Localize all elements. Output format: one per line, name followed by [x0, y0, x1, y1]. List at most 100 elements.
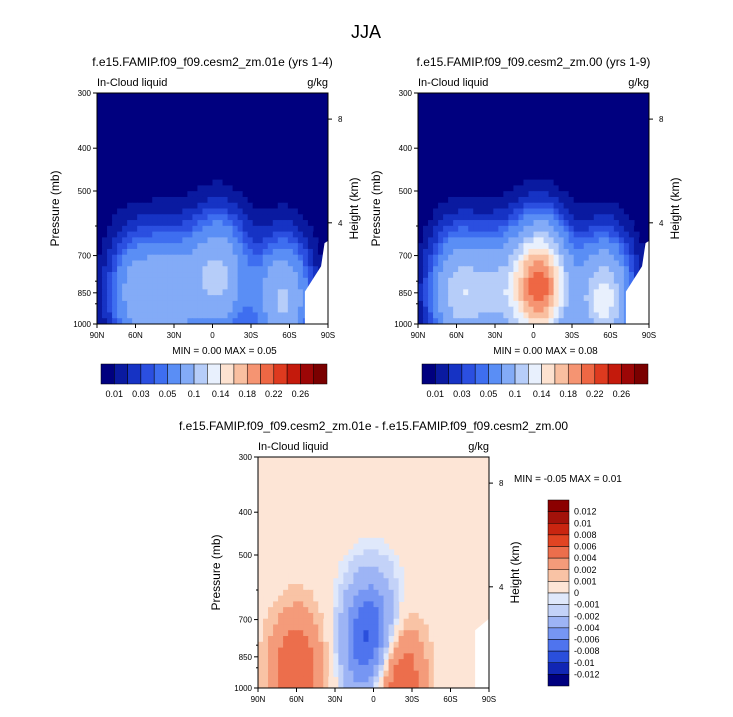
- field-cell: [398, 636, 405, 643]
- field-cell: [187, 312, 194, 319]
- colorbar-box: [461, 363, 476, 385]
- field-cell: [488, 306, 494, 314]
- field-cell: [378, 670, 385, 678]
- field-cell: [628, 266, 635, 273]
- field-cell: [583, 214, 590, 221]
- field-cell: [428, 289, 434, 296]
- field-cell: [263, 653, 269, 660]
- field-cell: [142, 214, 148, 221]
- field-cell: [568, 283, 575, 290]
- field-cell: [478, 225, 484, 233]
- field-cell: [498, 312, 504, 319]
- field-cell: [488, 260, 494, 267]
- colorbar-label: -0.006: [574, 635, 600, 645]
- field-cell: [147, 306, 153, 314]
- field-cell: [298, 647, 304, 654]
- field-cell: [302, 231, 309, 238]
- field-cell: [217, 191, 224, 198]
- field-cell: [202, 260, 209, 267]
- field-cell: [363, 612, 370, 620]
- field-cell: [463, 318, 469, 324]
- field-cell: [247, 283, 254, 290]
- field-cell: [307, 266, 314, 273]
- field-cell: [102, 266, 108, 273]
- field-cell: [453, 237, 459, 244]
- field-cell: [162, 220, 168, 227]
- field-cell: [383, 653, 390, 660]
- field-cell: [102, 289, 108, 296]
- field-cell: [207, 312, 214, 319]
- field-cell: [358, 572, 365, 579]
- field-cell: [563, 208, 570, 215]
- field-cell: [533, 237, 540, 244]
- field-cell: [297, 272, 304, 279]
- field-cell: [107, 318, 113, 324]
- field-cell: [132, 295, 138, 302]
- field-cell: [268, 659, 274, 666]
- field-cell: [468, 225, 474, 233]
- field-cell: [293, 653, 299, 660]
- field-cell: [277, 214, 284, 221]
- field-cell: [433, 630, 440, 637]
- field-cell: [498, 220, 504, 227]
- field-cell: [583, 237, 590, 244]
- field-cell: [603, 237, 610, 244]
- field-cell: [408, 676, 415, 683]
- field-cell: [398, 664, 405, 672]
- field-cell: [267, 312, 274, 319]
- field-cell: [438, 225, 444, 233]
- field-cell: [463, 266, 469, 273]
- field-cell: [202, 196, 209, 204]
- field-cell: [247, 318, 254, 324]
- field-cell: [227, 196, 234, 204]
- field-cell: [363, 670, 370, 678]
- field-cell: [172, 248, 178, 256]
- field-cell: [258, 664, 264, 672]
- field-cell: [117, 260, 123, 267]
- field-cell: [388, 584, 395, 591]
- field-cell: [187, 272, 194, 279]
- field-cell: [282, 220, 289, 227]
- field-cell: [258, 636, 264, 643]
- field-cell: [413, 676, 420, 683]
- field-cell: [433, 641, 440, 649]
- field-cell: [528, 231, 535, 238]
- field-cell: [448, 266, 454, 273]
- field-cell: [287, 272, 294, 279]
- field-cell: [102, 272, 108, 279]
- field-cell: [478, 208, 484, 215]
- field-cell: [237, 237, 244, 244]
- colorbar-box: [100, 363, 115, 385]
- field-cell: [227, 283, 234, 290]
- panel-top-left: f.e15.FAMIP.f09_f09.cesm2_zm.01e (yrs 1-…: [48, 55, 361, 357]
- field-cell: [207, 179, 214, 187]
- field-cell: [162, 272, 168, 279]
- field-cell: [122, 272, 128, 279]
- colorbar-box: [547, 650, 570, 663]
- field-cell: [353, 566, 360, 574]
- field-cell: [177, 214, 183, 221]
- field-cell: [538, 237, 545, 244]
- field-cell: [222, 260, 229, 267]
- field-cell: [247, 225, 254, 233]
- field-cell: [368, 589, 375, 597]
- field-cell: [303, 584, 309, 591]
- field-cell: [117, 225, 123, 233]
- field-cell: [212, 318, 219, 324]
- field-cell: [633, 231, 640, 238]
- field-cell: [488, 214, 494, 221]
- field-cell: [388, 664, 395, 672]
- field-cell: [308, 578, 314, 585]
- field-cell: [278, 584, 284, 591]
- min-max-label: MIN = -0.05 MAX = 0.01: [514, 474, 622, 485]
- x-tick-label: 30S: [405, 695, 419, 704]
- field-cell: [448, 208, 454, 215]
- field-cell: [132, 231, 138, 238]
- field-cell: [278, 589, 284, 597]
- field-cell: [207, 300, 214, 308]
- field-cell: [508, 266, 515, 273]
- field-cell: [563, 272, 570, 279]
- field-cell: [593, 248, 600, 256]
- field-cell: [207, 295, 214, 302]
- field-cell: [493, 283, 499, 290]
